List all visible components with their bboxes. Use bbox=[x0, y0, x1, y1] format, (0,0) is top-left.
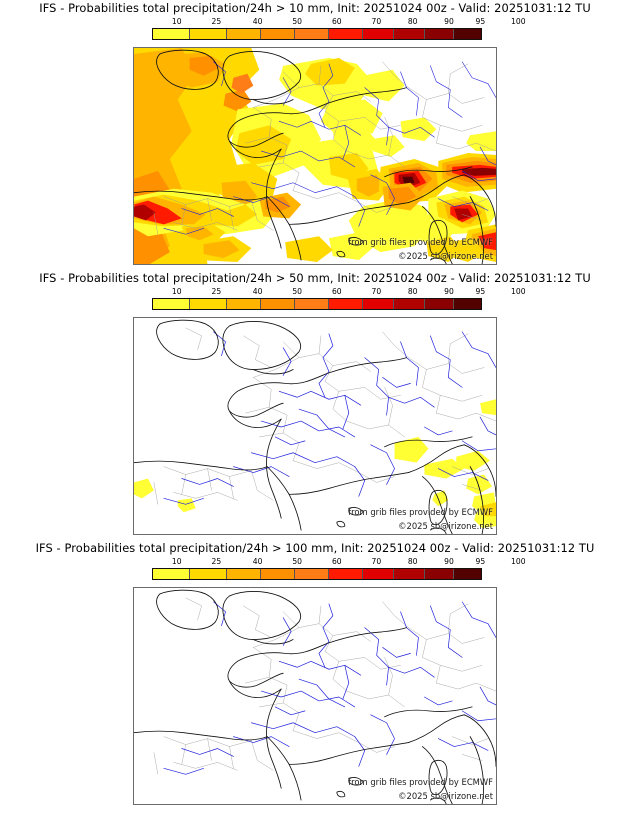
panel-title-10mm: IFS - Probabilities total precipitation/… bbox=[39, 1, 591, 15]
colorbar-tick-95: 95 bbox=[475, 17, 486, 26]
colorbar-swatch-60 bbox=[294, 569, 329, 579]
colorbar-swatch-25 bbox=[189, 299, 227, 309]
colorbar-tick-labels-10mm: 10 25 40 50 60 70 80 90 95 100 bbox=[152, 17, 526, 28]
map-source-credit-10mm: from grib files provided by ECMWF bbox=[348, 237, 493, 247]
probability-shading-50mm bbox=[134, 399, 496, 529]
colorbar-tick-50: 50 bbox=[292, 17, 303, 26]
colorbar-swatch-40 bbox=[226, 299, 261, 309]
colorbar-swatch-80 bbox=[363, 29, 395, 39]
colorbar-100mm: 10 25 40 50 60 70 80 90 95 100 bbox=[152, 557, 526, 585]
colorbar-swatch-70 bbox=[328, 299, 364, 309]
colorbar-tick-95: 95 bbox=[475, 557, 486, 566]
map-canvas-100mm bbox=[134, 588, 496, 804]
colorbar-tick-100: 100 bbox=[511, 287, 526, 296]
colorbar-tick-50: 50 bbox=[292, 557, 303, 566]
colorbar-tick-40: 40 bbox=[252, 287, 263, 296]
colorbar-swatches-10mm bbox=[152, 28, 482, 40]
colorbar-swatch-40 bbox=[226, 569, 261, 579]
colorbar-tick-100: 100 bbox=[511, 557, 526, 566]
colorbar-swatch-70 bbox=[328, 569, 364, 579]
map-geography-50mm bbox=[134, 319, 496, 534]
map-geography-10mm bbox=[134, 49, 496, 264]
colorbar-swatch-95 bbox=[425, 299, 454, 309]
panel-title-50mm: IFS - Probabilities total precipitation/… bbox=[39, 271, 591, 285]
probability-map-100mm[interactable]: from grib files provided by ECMWF ©2025 … bbox=[133, 587, 497, 805]
colorbar-swatch-25 bbox=[189, 569, 227, 579]
colorbar-tick-40: 40 bbox=[252, 557, 263, 566]
forecast-panel-100mm: IFS - Probabilities total precipitation/… bbox=[0, 540, 630, 810]
forecast-panel-50mm: IFS - Probabilities total precipitation/… bbox=[0, 270, 630, 540]
colorbar-tick-25: 25 bbox=[211, 17, 222, 26]
colorbar-tick-60: 60 bbox=[331, 557, 342, 566]
map-copyright-credit-50mm: ©2025 sb@irizone.net bbox=[398, 521, 493, 531]
colorbar-swatch-50 bbox=[260, 299, 295, 309]
colorbar-swatch-50 bbox=[260, 569, 295, 579]
colorbar-swatch-90 bbox=[394, 569, 426, 579]
colorbar-tick-90: 90 bbox=[444, 17, 454, 26]
map-background bbox=[134, 588, 496, 804]
colorbar-tick-70: 70 bbox=[371, 287, 382, 296]
colorbar-swatch-80 bbox=[363, 569, 395, 579]
colorbar-swatch-60 bbox=[294, 299, 329, 309]
map-source-credit-100mm: from grib files provided by ECMWF bbox=[348, 777, 493, 787]
colorbar-swatch-60 bbox=[294, 29, 329, 39]
colorbar-swatch-70 bbox=[328, 29, 364, 39]
colorbar-swatches-100mm bbox=[152, 568, 482, 580]
colorbar-tick-70: 70 bbox=[371, 557, 382, 566]
colorbar-swatch-95 bbox=[425, 29, 454, 39]
colorbar-tick-80: 80 bbox=[407, 17, 418, 26]
colorbar-tick-labels-100mm: 10 25 40 50 60 70 80 90 95 100 bbox=[152, 557, 526, 568]
map-canvas-50mm bbox=[134, 318, 496, 534]
colorbar-tick-10: 10 bbox=[171, 287, 182, 296]
map-copyright-credit-100mm: ©2025 sb@irizone.net bbox=[398, 791, 493, 801]
colorbar-tick-95: 95 bbox=[475, 287, 486, 296]
colorbar-tick-10: 10 bbox=[171, 17, 182, 26]
colorbar-tick-100: 100 bbox=[511, 17, 526, 26]
colorbar-tick-25: 25 bbox=[211, 557, 222, 566]
colorbar-tick-labels-50mm: 10 25 40 50 60 70 80 90 95 100 bbox=[152, 287, 526, 298]
map-copyright-credit-10mm: ©2025 sb@irizone.net bbox=[398, 251, 493, 261]
colorbar-tick-90: 90 bbox=[444, 287, 454, 296]
colorbar-swatch-90 bbox=[394, 299, 426, 309]
colorbar-swatch-50 bbox=[260, 29, 295, 39]
colorbar-tick-80: 80 bbox=[407, 557, 418, 566]
colorbar-swatch-100 bbox=[453, 29, 481, 39]
colorbar-swatch-90 bbox=[394, 29, 426, 39]
colorbar-tick-90: 90 bbox=[444, 557, 454, 566]
colorbar-tick-10: 10 bbox=[171, 557, 182, 566]
colorbar-swatch-100 bbox=[453, 299, 481, 309]
colorbar-tick-70: 70 bbox=[371, 17, 382, 26]
forecast-panel-10mm: IFS - Probabilities total precipitation/… bbox=[0, 0, 630, 270]
colorbar-tick-60: 60 bbox=[331, 17, 342, 26]
map-canvas-10mm bbox=[134, 48, 496, 264]
colorbar-10mm: 10 25 40 50 60 70 80 90 95 100 bbox=[152, 17, 526, 45]
colorbar-swatch-100 bbox=[453, 569, 481, 579]
map-geography-100mm bbox=[134, 589, 496, 804]
colorbar-swatch-10 bbox=[153, 299, 190, 309]
colorbar-swatch-95 bbox=[425, 569, 454, 579]
colorbar-swatches-50mm bbox=[152, 298, 482, 310]
colorbar-tick-25: 25 bbox=[211, 287, 222, 296]
colorbar-swatch-25 bbox=[189, 29, 227, 39]
colorbar-swatch-40 bbox=[226, 29, 261, 39]
probability-map-50mm[interactable]: from grib files provided by ECMWF ©2025 … bbox=[133, 317, 497, 535]
map-source-credit-50mm: from grib files provided by ECMWF bbox=[348, 507, 493, 517]
colorbar-swatch-10 bbox=[153, 29, 190, 39]
colorbar-tick-80: 80 bbox=[407, 287, 418, 296]
colorbar-tick-60: 60 bbox=[331, 287, 342, 296]
colorbar-swatch-10 bbox=[153, 569, 190, 579]
colorbar-50mm: 10 25 40 50 60 70 80 90 95 100 bbox=[152, 287, 526, 315]
probability-map-10mm[interactable]: from grib files provided by ECMWF ©2025 … bbox=[133, 47, 497, 265]
panel-title-100mm: IFS - Probabilities total precipitation/… bbox=[35, 541, 595, 555]
colorbar-tick-50: 50 bbox=[292, 287, 303, 296]
colorbar-swatch-80 bbox=[363, 299, 395, 309]
colorbar-tick-40: 40 bbox=[252, 17, 263, 26]
